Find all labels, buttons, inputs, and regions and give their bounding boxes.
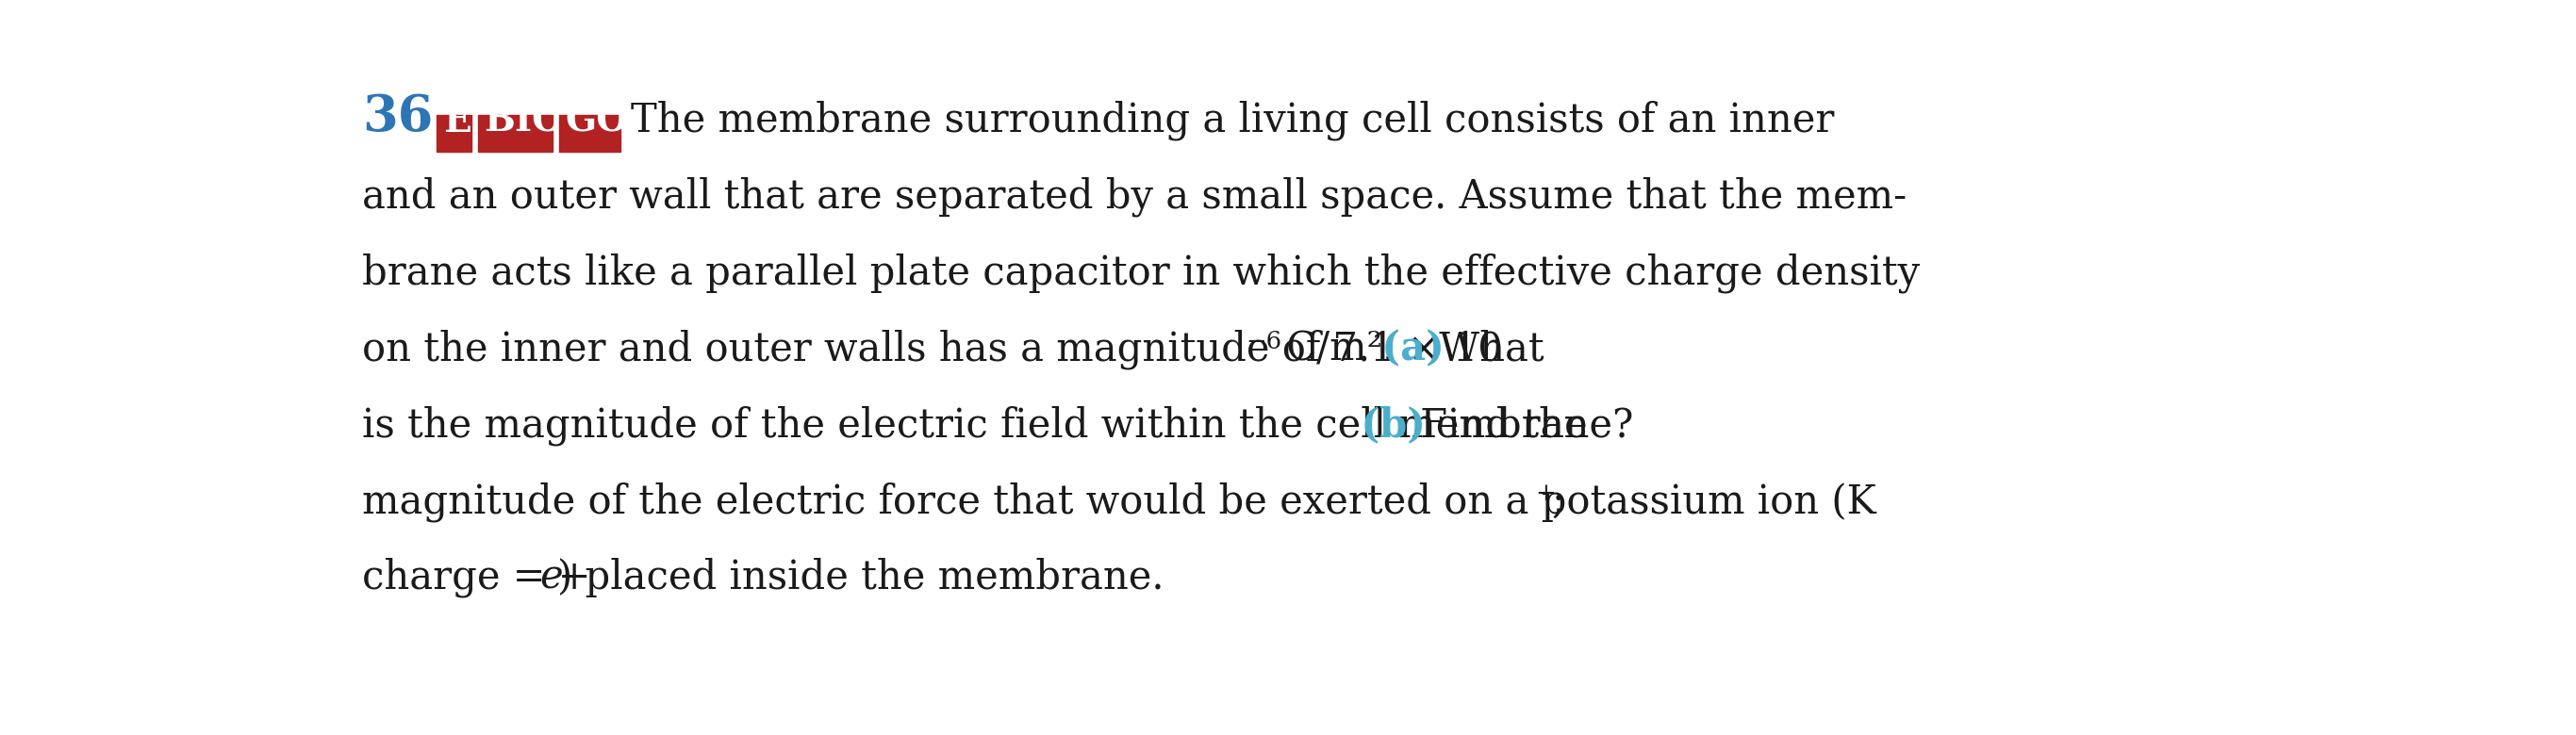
Text: is the magnitude of the electric field within the cell membrane?: is the magnitude of the electric field w… [363,406,1633,445]
Text: and an outer wall that are separated by a small space. Assume that the mem-: and an outer wall that are separated by … [363,177,1906,217]
Text: (b): (b) [1347,406,1425,445]
FancyBboxPatch shape [477,115,554,151]
Text: What: What [1427,329,1546,369]
FancyBboxPatch shape [438,115,471,151]
Text: +: + [1535,482,1556,506]
Text: brane acts like a parallel plate capacitor in which the effective charge density: brane acts like a parallel plate capacit… [363,253,1919,293]
FancyBboxPatch shape [559,115,621,151]
Text: charge = +: charge = + [363,558,590,598]
Text: ;: ; [1551,481,1564,521]
Text: (a): (a) [1368,329,1445,369]
Text: E: E [443,104,471,139]
Text: BIO: BIO [484,104,564,139]
Text: 36.: 36. [363,93,451,142]
Text: C/m².: C/m². [1275,329,1396,369]
Text: ) placed inside the membrane.: ) placed inside the membrane. [556,558,1164,598]
Text: magnitude of the electric force that would be exerted on a potassium ion (K: magnitude of the electric force that wou… [363,481,1875,522]
Text: Find the: Find the [1409,406,1587,445]
Text: on the inner and outer walls has a magnitude of 7.1 × 10: on the inner and outer walls has a magni… [363,329,1502,369]
Text: −6: −6 [1247,329,1283,353]
Text: e: e [538,558,562,598]
Text: GO: GO [564,104,629,139]
Text: The membrane surrounding a living cell consists of an inner: The membrane surrounding a living cell c… [631,101,1834,140]
